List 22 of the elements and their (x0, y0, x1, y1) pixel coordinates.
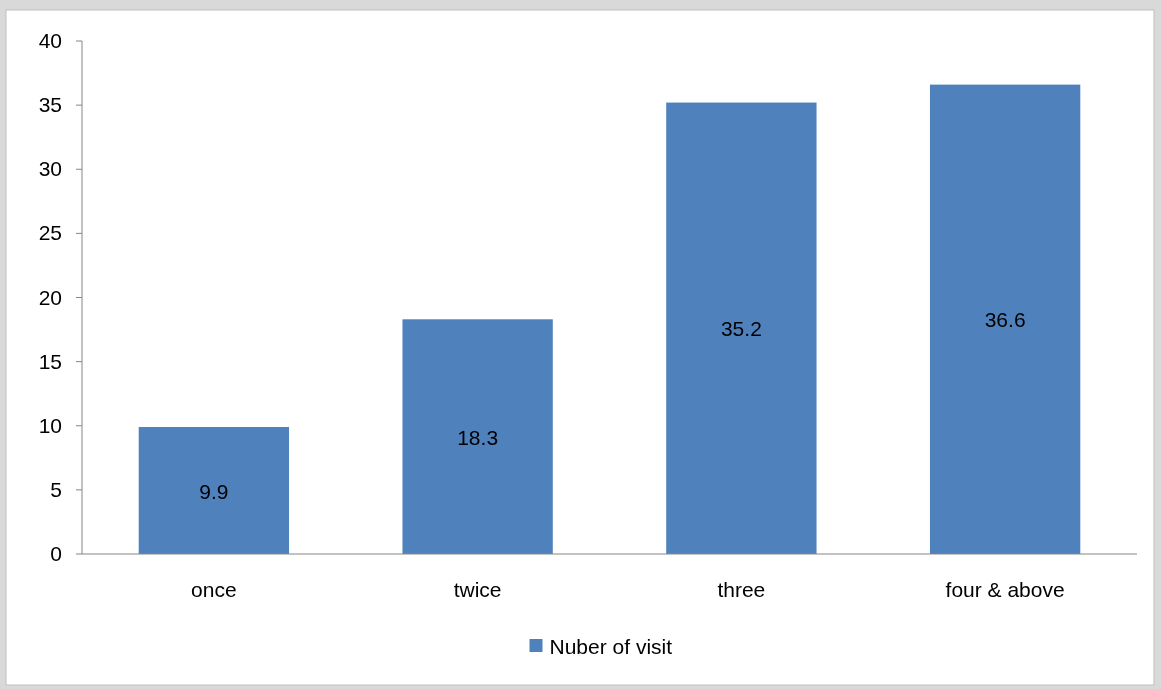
legend-label: Nuber of visit (549, 635, 673, 658)
bar (138, 427, 290, 554)
y-tick-label: 15 (38, 349, 62, 373)
bar (402, 319, 553, 554)
y-tick-label: 40 (38, 29, 62, 52)
data-label: 36.6 (984, 308, 1026, 332)
x-tick-label: once (191, 578, 237, 601)
bar (929, 84, 1081, 554)
y-tick-label: 10 (38, 413, 62, 437)
bar (666, 102, 817, 554)
data-label: 35.2 (720, 317, 762, 341)
x-tick-label: twice (453, 578, 502, 601)
y-tick-label: 30 (38, 157, 62, 181)
y-tick-label: 35 (38, 93, 62, 117)
y-tick-label: 5 (50, 477, 62, 501)
data-label: 9.9 (199, 479, 229, 503)
x-tick-label: three (717, 578, 766, 601)
y-tick-label: 25 (38, 221, 62, 245)
y-tick-label: 0 (50, 542, 62, 565)
y-tick-label: 20 (38, 285, 62, 309)
x-tick-label: four & above (945, 578, 1065, 601)
data-label: 18.3 (457, 425, 499, 449)
